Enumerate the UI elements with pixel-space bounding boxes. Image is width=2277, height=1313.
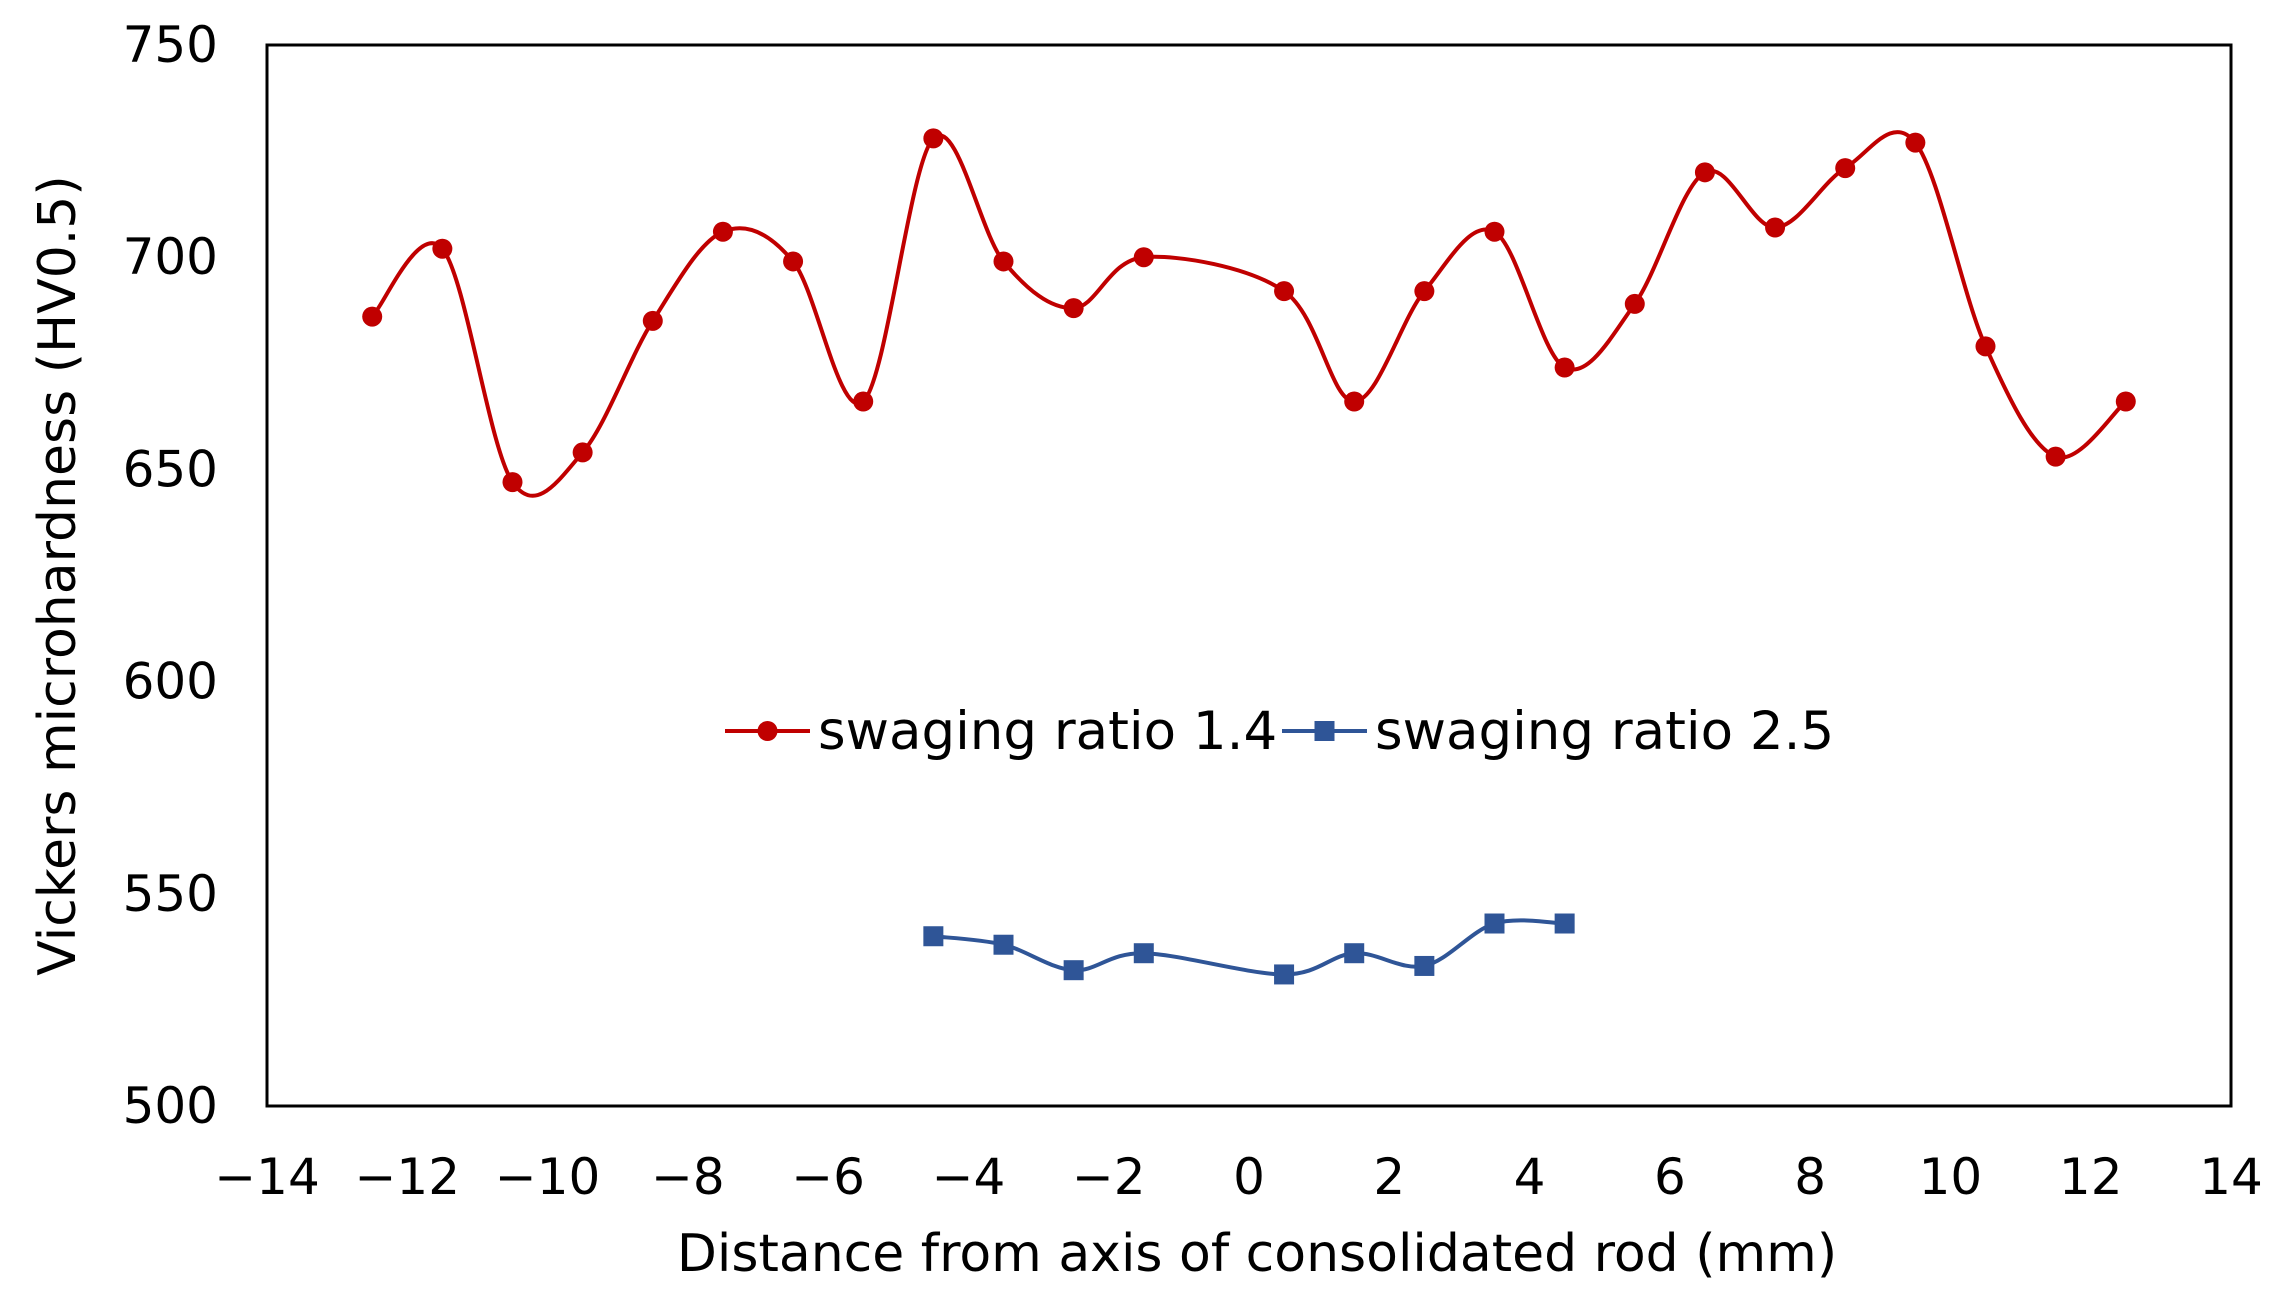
series-layer (362, 128, 2136, 985)
legend-marker (757, 721, 778, 741)
legend-label: swaging ratio 1.4 (818, 701, 1277, 762)
data-point (572, 442, 593, 463)
y-tick-label: 550 (123, 865, 218, 923)
x-tick-label: −12 (355, 1148, 461, 1206)
data-point (1905, 132, 1926, 153)
data-point (362, 306, 383, 327)
data-point (1765, 217, 1786, 238)
x-tick-label: 4 (1514, 1148, 1546, 1206)
x-tick-label: 6 (1654, 1148, 1686, 1206)
data-point (783, 251, 804, 272)
data-point (993, 251, 1014, 272)
legend-entry: swaging ratio 2.5 (1282, 701, 1834, 762)
data-point (1484, 221, 1505, 242)
x-tick-label: −6 (791, 1148, 865, 1206)
y-axis-title: Vickers microhardness (HV0.5) (28, 175, 88, 975)
data-point (1344, 391, 1365, 412)
x-tick-label: 10 (1919, 1148, 1983, 1206)
legend-label: swaging ratio 2.5 (1375, 701, 1834, 762)
data-point (1835, 158, 1856, 179)
y-axis-tick-labels: 500 550 600 650 700 750 (123, 16, 218, 1135)
x-tick-label: −4 (932, 1148, 1006, 1206)
data-point (1414, 281, 1435, 302)
data-point (1624, 293, 1645, 314)
data-point (1133, 247, 1154, 268)
data-point (432, 238, 453, 259)
plot-area-frame (265, 43, 2233, 1108)
x-tick-label: 2 (1373, 1148, 1405, 1206)
data-point (1484, 913, 1505, 934)
series-2 (923, 913, 1575, 985)
data-point (1274, 964, 1295, 985)
x-tick-label: −2 (1072, 1148, 1146, 1206)
data-point (1063, 960, 1084, 981)
x-tick-label: −8 (651, 1148, 725, 1206)
x-axis-tick-labels: −14 −12 −10 −8 −6 −4 −2 0 2 4 6 8 10 12 14 (214, 1148, 2263, 1206)
series-1 (362, 128, 2136, 498)
data-point (2045, 446, 2066, 467)
x-tick-label: 14 (2199, 1148, 2263, 1206)
series-line (933, 918, 1565, 977)
legend-marker (1314, 721, 1335, 741)
data-point (1344, 943, 1365, 964)
data-point (923, 926, 944, 947)
legend-entry: swaging ratio 1.4 (725, 701, 1277, 762)
y-tick-label: 650 (123, 440, 218, 498)
x-tick-label: 8 (1794, 1148, 1826, 1206)
x-tick-label: −14 (214, 1148, 320, 1206)
data-point (923, 128, 944, 149)
y-tick-label: 750 (123, 16, 218, 74)
data-point (1975, 336, 1996, 357)
x-tick-label: −10 (495, 1148, 601, 1206)
data-point (2115, 391, 2136, 412)
data-point (1274, 281, 1295, 302)
series-line (370, 130, 2128, 498)
data-point (712, 221, 733, 242)
y-tick-label: 600 (123, 653, 218, 711)
data-point (1063, 298, 1084, 319)
x-axis-title: Distance from axis of consolidated rod (… (677, 1224, 1837, 1284)
x-tick-label: 12 (2059, 1148, 2123, 1206)
data-point (853, 391, 874, 412)
data-point (993, 934, 1014, 955)
data-point (1694, 162, 1715, 183)
data-point (642, 310, 663, 331)
data-point (1554, 357, 1575, 378)
legend: swaging ratio 1.4 swaging ratio 2.5 (725, 701, 1834, 762)
data-point (1133, 943, 1154, 964)
data-point (1554, 913, 1575, 934)
data-point (1414, 955, 1435, 976)
data-point (502, 472, 523, 493)
y-tick-label: 500 (123, 1077, 218, 1135)
y-tick-label: 700 (123, 228, 218, 286)
x-tick-label: 0 (1233, 1148, 1265, 1206)
